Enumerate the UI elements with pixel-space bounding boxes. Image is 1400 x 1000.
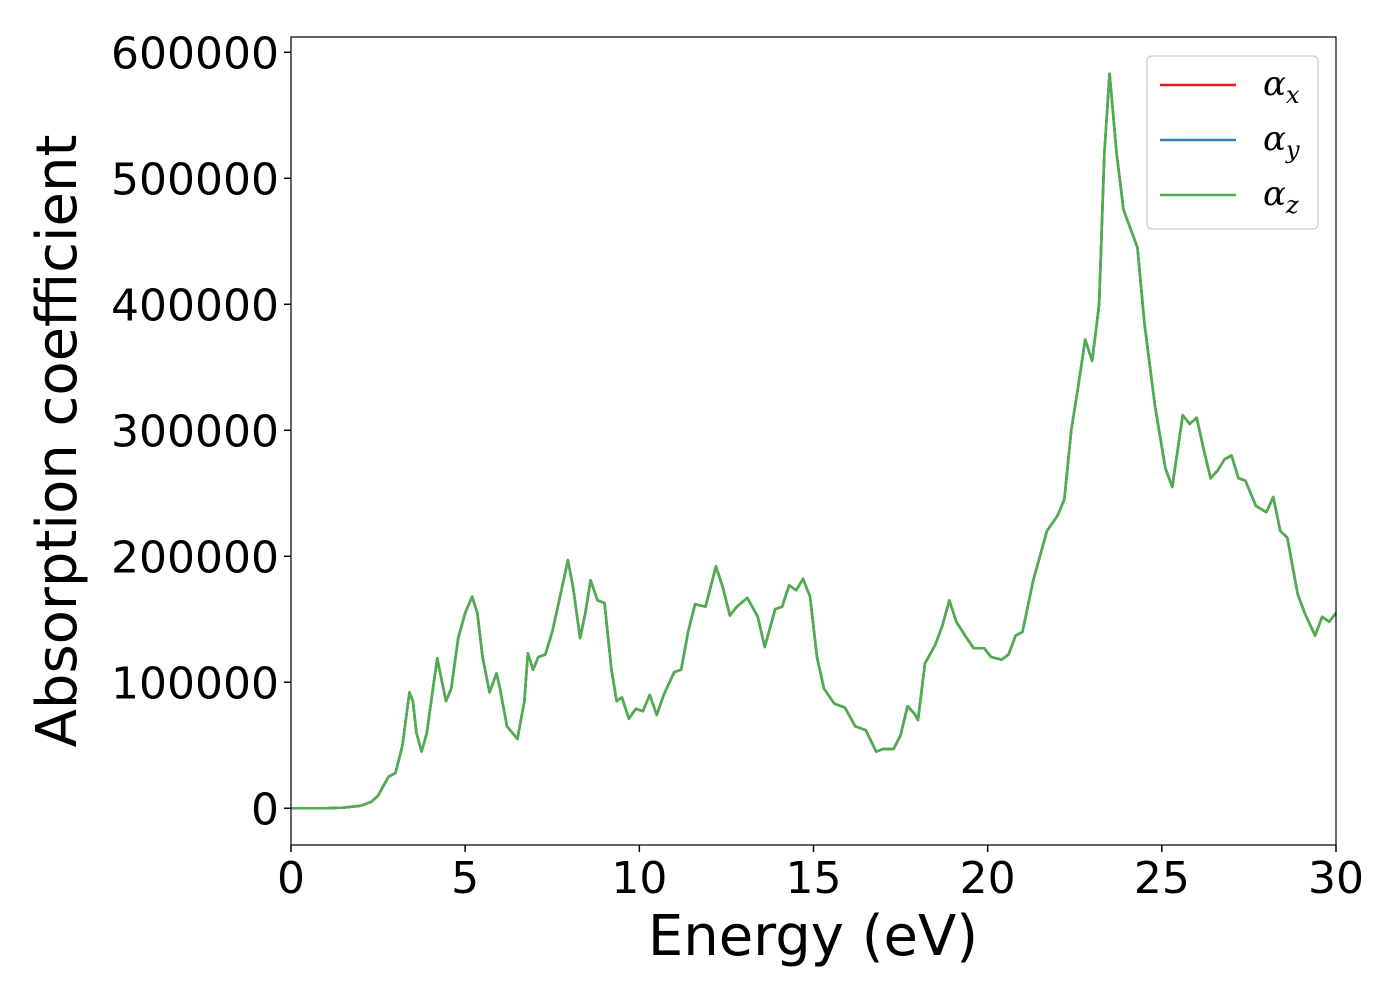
x-axis-label: Energy (eV): [648, 904, 978, 969]
x-tick-label: 0: [277, 853, 305, 904]
legend-label: αy: [1263, 119, 1300, 164]
x-tick-label: 25: [1134, 853, 1190, 904]
y-tick-label: 0: [251, 784, 279, 835]
series-line: [291, 72, 1337, 810]
y-tick-label: 300000: [111, 406, 279, 457]
y-tick-label: 400000: [111, 280, 279, 331]
x-tick-label: 15: [786, 853, 842, 904]
y-axis-label: Absorption coefficient: [25, 135, 90, 748]
y-tick-label: 500000: [111, 154, 279, 205]
legend-label: αz: [1263, 174, 1299, 219]
legend-box: [1146, 55, 1319, 230]
x-tick-label: 10: [611, 853, 667, 904]
y-tick-label: 200000: [111, 532, 279, 583]
x-tick-label: 30: [1308, 853, 1364, 904]
y-tick-label: 100000: [111, 658, 279, 709]
x-tick-label: 5: [451, 853, 479, 904]
x-tick-label: 20: [960, 853, 1016, 904]
legend-label: αx: [1263, 64, 1300, 109]
plot-frame: [290, 36, 1337, 846]
y-tick-label: 600000: [111, 28, 279, 79]
